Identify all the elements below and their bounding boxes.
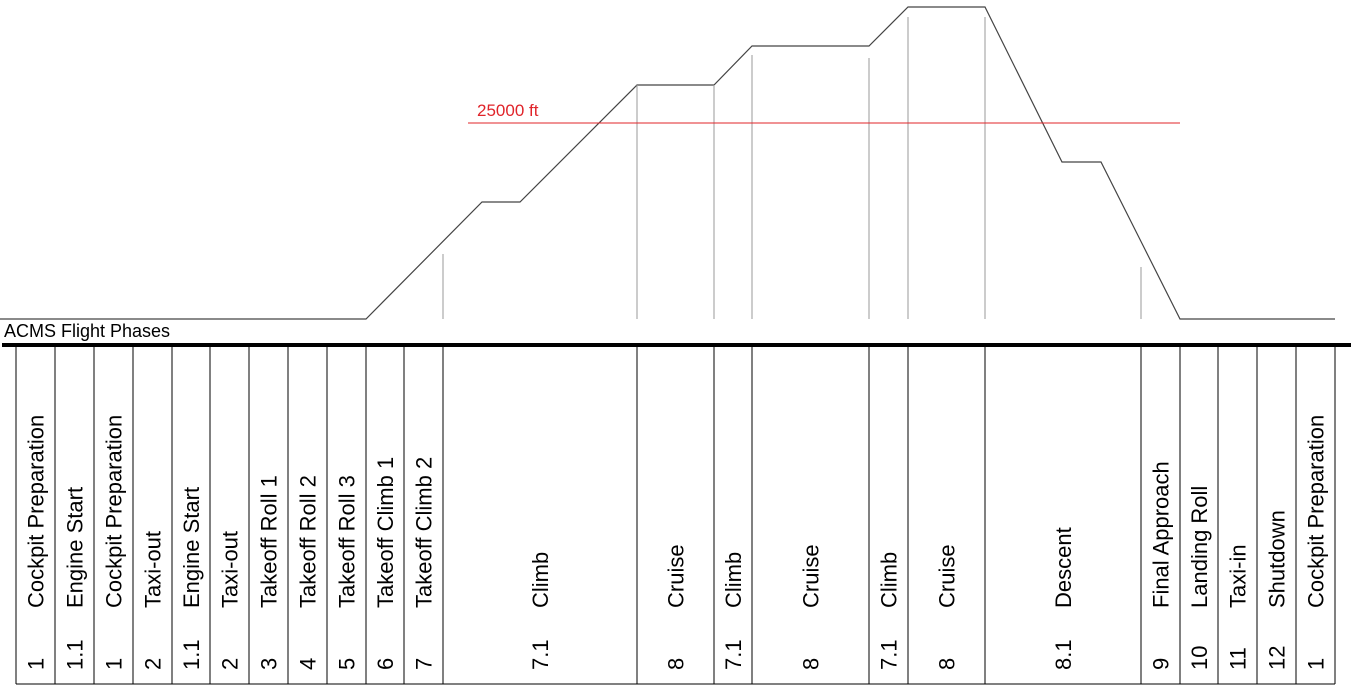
phase-name: Cockpit Preparation [1304,415,1329,608]
phase-name: Cruise [664,544,689,608]
phase-number: 1 [102,658,127,670]
altitude-reference-label: 25000 ft [477,101,539,120]
phase-column: 1.1 Engine Start [63,487,88,670]
phase-column: 2 Taxi-out [141,531,166,670]
phase-number: 6 [373,658,398,670]
altitude-profile-line [0,6,1335,320]
phase-column: 8 Cruise [935,544,960,670]
phase-number: 8 [935,658,960,670]
phase-column: 1.1 Engine Start [179,487,204,670]
phase-column: 1 Cockpit Preparation [24,415,49,670]
phase-number: 1 [1304,658,1329,670]
phase-name: Cockpit Preparation [102,415,127,608]
phase-column: 11 Taxi-in [1226,544,1251,670]
phase-number: 7.1 [721,639,746,670]
phase-name: Descent [1051,527,1076,608]
phase-number: 9 [1149,658,1174,670]
phase-number: 1.1 [179,639,204,670]
phase-number: 8 [664,658,689,670]
phase-name: Takeoff Climb 1 [373,457,398,608]
phase-number: 10 [1187,646,1212,670]
phase-number: 7 [412,658,437,670]
phase-number: 1.1 [63,639,88,670]
phase-column: 3 Takeoff Roll 1 [257,475,282,670]
phase-name: Taxi-out [218,531,243,608]
phase-number: 2 [218,658,243,670]
phase-number: 1 [24,658,49,670]
phase-name: Cruise [935,544,960,608]
phase-number: 7.1 [877,639,902,670]
phase-column: 10 Landing Roll [1187,486,1212,670]
phase-column: 7.1 Climb [528,552,553,670]
phase-name: Cruise [799,544,824,608]
phase-column: 7.1 Climb [877,552,902,670]
phase-number: 8.1 [1051,639,1076,670]
phase-column: 8 Cruise [799,544,824,670]
phase-column: 9 Final Approach [1149,461,1174,670]
phase-name: Taxi-out [141,531,166,608]
phase-name: Climb [528,552,553,608]
phase-number: 4 [296,658,321,670]
phase-column: 6 Takeoff Climb 1 [373,457,398,670]
phase-number: 2 [141,658,166,670]
phase-number: 8 [799,658,824,670]
phase-column: 5 Takeoff Roll 3 [335,475,360,670]
phase-name: Taxi-in [1226,544,1251,608]
phase-column: 2 Taxi-out [218,531,243,670]
phase-name: Shutdown [1265,510,1290,608]
phase-number: 3 [257,658,282,670]
phase-column: 12 Shutdown [1265,510,1290,670]
phase-column: 1 Cockpit Preparation [102,415,127,670]
phase-marker-lines [442,17,1142,319]
phase-number: 12 [1265,646,1290,670]
phase-name: Takeoff Roll 1 [257,475,282,608]
phase-column: 1 Cockpit Preparation [1304,415,1329,670]
phase-name: Cockpit Preparation [24,415,49,608]
phase-name: Engine Start [63,487,88,608]
phase-column: 8 Cruise [664,544,689,670]
phase-name: Takeoff Roll 3 [335,475,360,608]
phase-name: Climb [877,552,902,608]
diagram-title: ACMS Flight Phases [4,321,170,341]
phase-column: 7.1 Climb [721,552,746,670]
phase-table: 1 Cockpit Preparation 1.1 Engine Start 1 Cock… [15,346,1336,685]
phase-name: Engine Start [179,487,204,608]
phase-name: Landing Roll [1187,486,1212,608]
phase-name: Climb [721,552,746,608]
phase-column: 8.1 Descent [1051,527,1076,670]
phase-name: Takeoff Roll 2 [296,475,321,608]
phase-number: 11 [1226,647,1251,670]
phase-number: 7.1 [528,639,553,670]
phase-column: 4 Takeoff Roll 2 [296,475,321,670]
phase-name: Final Approach [1149,461,1174,608]
phase-number: 5 [335,658,360,670]
phase-column: 7 Takeoff Climb 2 [412,457,437,670]
phase-name: Takeoff Climb 2 [412,457,437,608]
